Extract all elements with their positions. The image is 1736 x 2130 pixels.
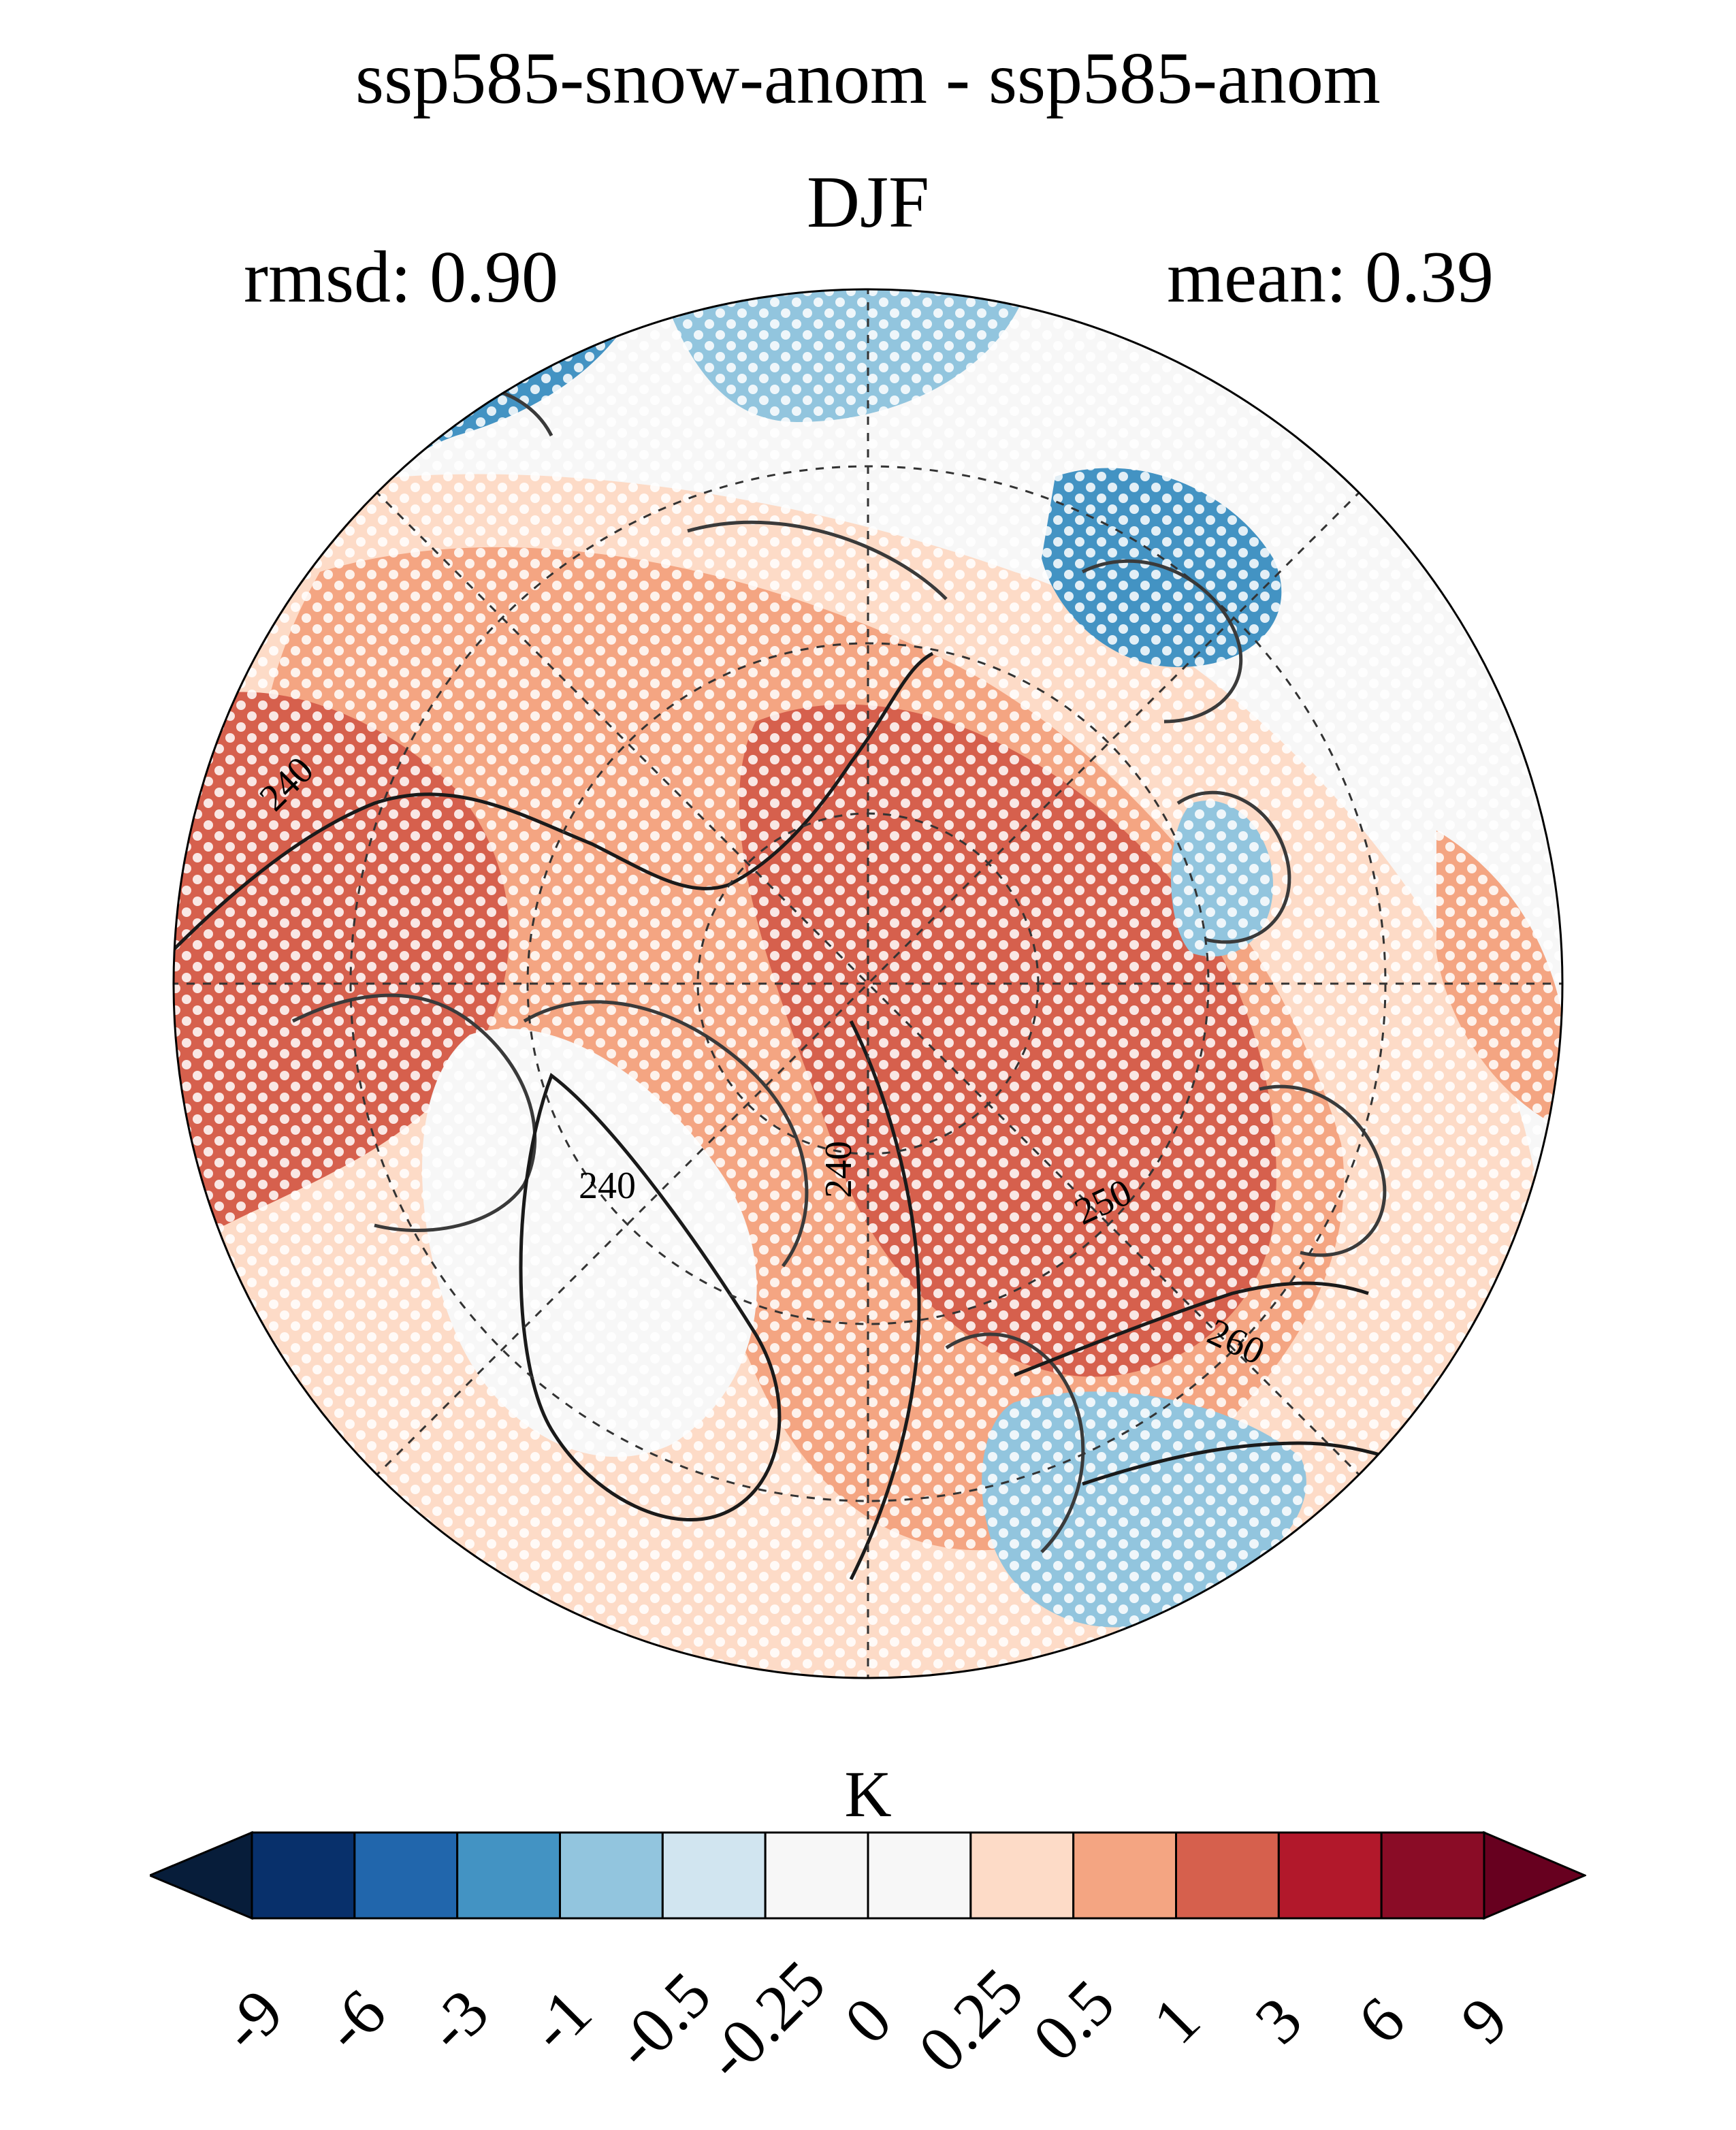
colorbar-tick-label: 0.25: [904, 1954, 1037, 2086]
polar-map: 240 240 240 250 260: [172, 288, 1564, 1679]
colorbar-segment: [969, 1831, 1075, 1920]
rmsd-label: rmsd: 0.90: [244, 237, 559, 318]
colorbar-tick-label: 0: [830, 1982, 905, 2058]
colorbar-tick-label: 0.5: [1018, 1965, 1128, 2075]
colorbar-segment: [1175, 1831, 1280, 1920]
colorbar-segment: [251, 1831, 356, 1920]
colorbar-segment: [764, 1831, 869, 1920]
contour-label-240-center: 240: [818, 1141, 860, 1198]
colorbar-tick-label: 1: [1138, 1982, 1213, 2058]
map-title: ssp585-snow-anom - ssp585-anom: [355, 38, 1381, 119]
colorbar-segment: [661, 1831, 767, 1920]
colorbar-tick-label: 3: [1241, 1982, 1316, 2058]
graticule: [174, 289, 1562, 1678]
colorbar-tick-label: -6: [309, 1975, 400, 2065]
season-label: DJF: [806, 162, 930, 243]
map-boundary: [172, 288, 1564, 1679]
colorbar-segment: [1277, 1831, 1383, 1920]
colorbar-tick-label: -0.25: [691, 1946, 839, 2095]
colorbar-segment: [1380, 1831, 1485, 1920]
colorbar-segment: [456, 1831, 561, 1920]
colorbar-tick-label: -3: [412, 1975, 502, 2065]
colorbar-segment: [353, 1831, 459, 1920]
contour-label-240-south: 240: [579, 1165, 636, 1207]
colorbar-segment: [867, 1831, 972, 1920]
mean-label: mean: 0.39: [1167, 237, 1494, 318]
colorbar: [150, 1830, 1586, 1920]
colorbar-tick-label: 9: [1446, 1982, 1522, 2058]
colorbar-segment: [1072, 1831, 1177, 1920]
colorbar-extend-high: [1483, 1830, 1586, 1920]
colorbar-tick-label: -9: [206, 1975, 297, 2065]
colorbar-extend-low: [150, 1830, 253, 1920]
colorbar-tick-label: -0.5: [600, 1958, 725, 2083]
colorbar-tick-label: -1: [515, 1975, 605, 2065]
colorbar-tick-label: 6: [1344, 1982, 1419, 2058]
colorbar-segment: [559, 1831, 664, 1920]
colorbar-unit: K: [844, 1758, 892, 1830]
